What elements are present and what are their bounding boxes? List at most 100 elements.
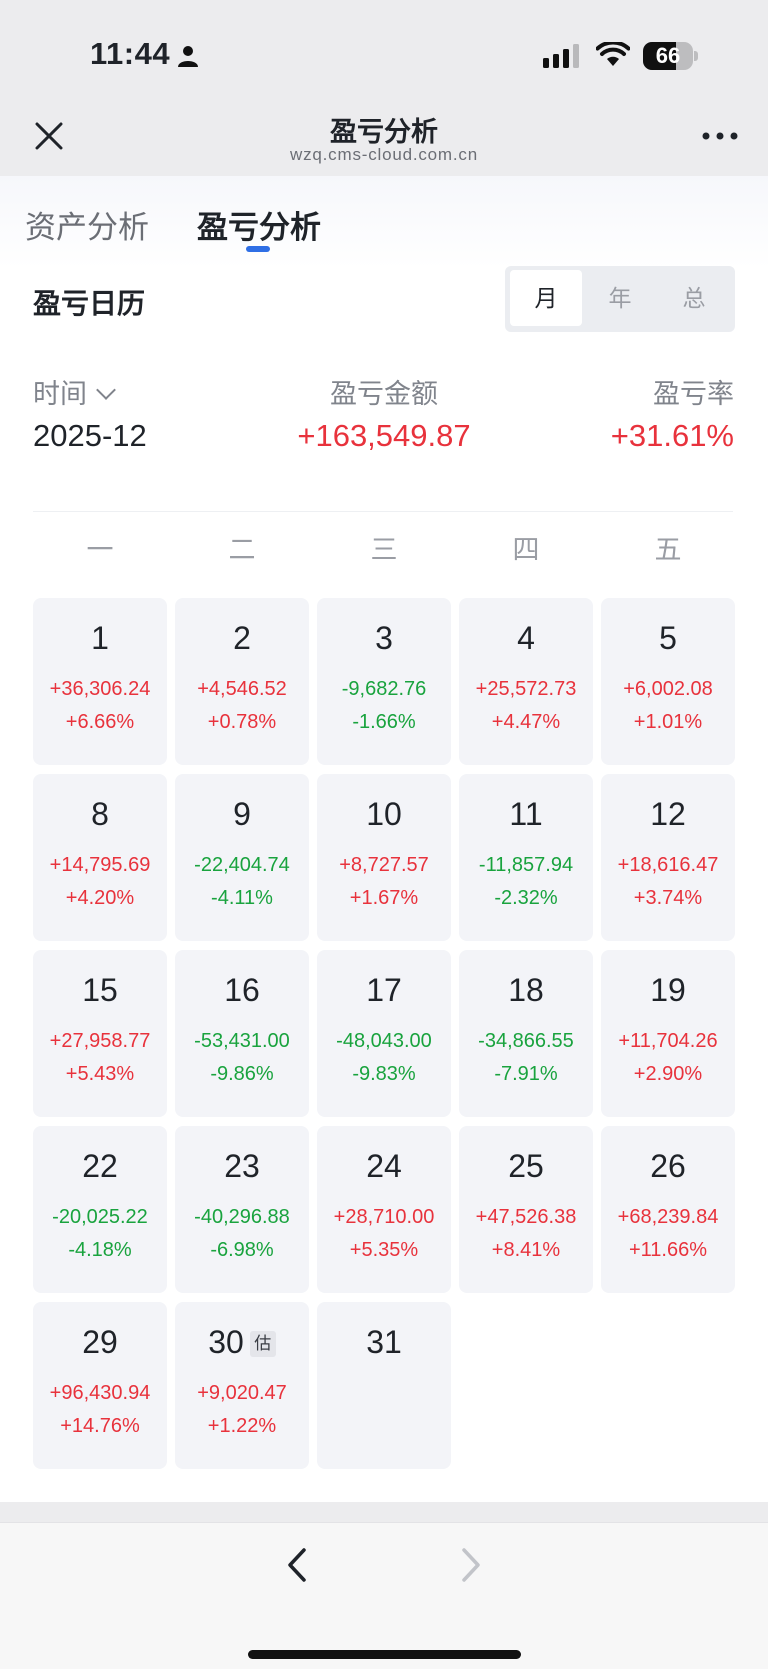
calendar-day[interactable]: 15 +27,958.77 +5.43%: [33, 950, 167, 1117]
day-number-text: 3: [375, 620, 393, 656]
calendar-day-amount: +27,958.77: [49, 1030, 151, 1052]
period-year[interactable]: 年: [608, 285, 632, 311]
calendar-day[interactable]: 3 -9,682.76 -1.66%: [317, 598, 451, 765]
calendar-day-number: 22: [33, 1148, 167, 1185]
person-icon: [178, 46, 198, 67]
calendar-day-percent: +1.01%: [633, 711, 703, 733]
calendar-day[interactable]: 5 +6,002.08 +1.01%: [601, 598, 735, 765]
calendar-day[interactable]: 11 -11,857.94 -2.32%: [459, 774, 593, 941]
calendar-day-amount: -40,296.88: [194, 1206, 290, 1228]
period-month[interactable]: 月: [510, 270, 582, 326]
active-tab-indicator: [246, 246, 270, 252]
nav-bar: 盈亏分析 wzq.cms-cloud.com.cn: [0, 100, 768, 176]
calendar-day-amount: -22,404.74: [194, 854, 290, 876]
period-switcher: 月 年 总: [505, 266, 735, 332]
calendar-day-number: 30 估: [175, 1324, 309, 1361]
battery-level: 66: [655, 43, 681, 68]
calendar-day[interactable]: 4 +25,572.73 +4.47%: [459, 598, 593, 765]
calendar-day-number: 18: [459, 972, 593, 1009]
day-number-text: 31: [366, 1324, 402, 1360]
calendar-day[interactable]: 23 -40,296.88 -6.98%: [175, 1126, 309, 1293]
close-icon[interactable]: [33, 120, 65, 152]
day-number-text: 1: [91, 620, 109, 656]
calendar-day-amount: -34,866.55: [478, 1030, 574, 1052]
weekday-header: 二: [228, 535, 256, 565]
day-number-text: 24: [366, 1148, 402, 1184]
calendar-day[interactable]: 22 -20,025.22 -4.18%: [33, 1126, 167, 1293]
calendar-day[interactable]: 31: [317, 1302, 451, 1469]
calendar-day-percent: +8.41%: [491, 1239, 561, 1261]
calendar-day[interactable]: 24 +28,710.00 +5.35%: [317, 1126, 451, 1293]
calendar-day[interactable]: 17 -48,043.00 -9.83%: [317, 950, 451, 1117]
calendar-day[interactable]: 18 -34,866.55 -7.91%: [459, 950, 593, 1117]
day-number-text: 9: [233, 796, 251, 832]
calendar-day-amount: +8,727.57: [339, 854, 429, 876]
calendar-day-number: 19: [601, 972, 735, 1009]
time-selector[interactable]: 时间: [33, 372, 116, 411]
estimated-badge: 估: [249, 1331, 276, 1357]
calendar-day-amount: +14,795.69: [49, 854, 151, 876]
day-number-text: 23: [224, 1148, 260, 1184]
calendar-day-percent: -1.66%: [352, 711, 416, 733]
calendar-day-amount: +9,020.47: [197, 1382, 287, 1404]
calendar-day-percent: +4.20%: [65, 887, 135, 909]
calendar-day-number: 3: [317, 620, 451, 657]
calendar-day-percent: +0.78%: [207, 711, 277, 733]
weekday-header: 五: [654, 535, 682, 565]
calendar-day-number: 2: [175, 620, 309, 657]
calendar-day[interactable]: 29 +96,430.94 +14.76%: [33, 1302, 167, 1469]
amount-label: 盈亏金额: [330, 379, 438, 409]
tab-asset-analysis[interactable]: 资产分析: [25, 210, 149, 245]
cellular-signal-icon: [543, 44, 579, 68]
chevron-left-icon[interactable]: [282, 1545, 312, 1585]
calendar-day-percent: +3.74%: [633, 887, 703, 909]
calendar-day-amount: -20,025.22: [52, 1206, 148, 1228]
tab-bar: 资产分析 盈亏分析: [0, 176, 768, 268]
calendar-day[interactable]: 16 -53,431.00 -9.86%: [175, 950, 309, 1117]
calendar-day-percent: -9.83%: [352, 1063, 416, 1085]
calendar-day[interactable]: 26 +68,239.84 +11.66%: [601, 1126, 735, 1293]
calendar-day-percent: +1.22%: [207, 1415, 277, 1437]
calendar-day[interactable]: 1 +36,306.24 +6.66%: [33, 598, 167, 765]
more-icon[interactable]: [700, 130, 740, 142]
time-label: 时间: [33, 379, 87, 409]
day-number-text: 22: [82, 1148, 118, 1184]
calendar-day[interactable]: 8 +14,795.69 +4.20%: [33, 774, 167, 941]
calendar-day-number: 1: [33, 620, 167, 657]
day-number-text: 15: [82, 972, 118, 1008]
day-number-text: 18: [508, 972, 544, 1008]
calendar-day[interactable]: 30 估 +9,020.47 +1.22%: [175, 1302, 309, 1469]
tab-profit-analysis[interactable]: 盈亏分析: [197, 210, 321, 245]
calendar-day-amount: +47,526.38: [475, 1206, 577, 1228]
calendar-day-percent: -6.98%: [210, 1239, 274, 1261]
calendar-day-amount: -48,043.00: [336, 1030, 432, 1052]
rate-label: 盈亏率: [653, 379, 734, 409]
calendar-day-number: 25: [459, 1148, 593, 1185]
calendar-day-number: 23: [175, 1148, 309, 1185]
weekday-header: 四: [512, 535, 540, 565]
calendar-day-amount: -9,682.76: [341, 678, 427, 700]
calendar-day-amount: +11,704.26: [618, 1030, 718, 1052]
calendar-day[interactable]: 19 +11,704.26 +2.90%: [601, 950, 735, 1117]
calendar-day[interactable]: 12 +18,616.47 +3.74%: [601, 774, 735, 941]
calendar-day-number: 5: [601, 620, 735, 657]
calendar-day-number: 16: [175, 972, 309, 1009]
day-number-text: 26: [650, 1148, 686, 1184]
period-total[interactable]: 总: [682, 285, 706, 311]
calendar-day-percent: -4.11%: [211, 887, 273, 909]
calendar-day[interactable]: 25 +47,526.38 +8.41%: [459, 1126, 593, 1293]
calendar-day[interactable]: 9 -22,404.74 -4.11%: [175, 774, 309, 941]
calendar-day[interactable]: 2 +4,546.52 +0.78%: [175, 598, 309, 765]
profit-calendar-card: 盈亏日历 月 年 总 时间 盈亏金额 盈亏率 2025-12 +163,549.…: [0, 266, 768, 1502]
divider: [33, 511, 733, 512]
weekday-header: 一: [86, 535, 114, 565]
calendar-day-amount: +18,616.47: [617, 854, 719, 876]
calendar-day-number: 31: [317, 1324, 451, 1361]
selected-month: 2025-12: [33, 418, 147, 453]
calendar-day-percent: -2.32%: [494, 887, 558, 909]
battery-icon: 66: [643, 42, 698, 70]
calendar-day-amount: -53,431.00: [194, 1030, 290, 1052]
day-number-text: 19: [650, 972, 686, 1008]
calendar-day-number: 11: [459, 796, 593, 833]
calendar-day[interactable]: 10 +8,727.57 +1.67%: [317, 774, 451, 941]
